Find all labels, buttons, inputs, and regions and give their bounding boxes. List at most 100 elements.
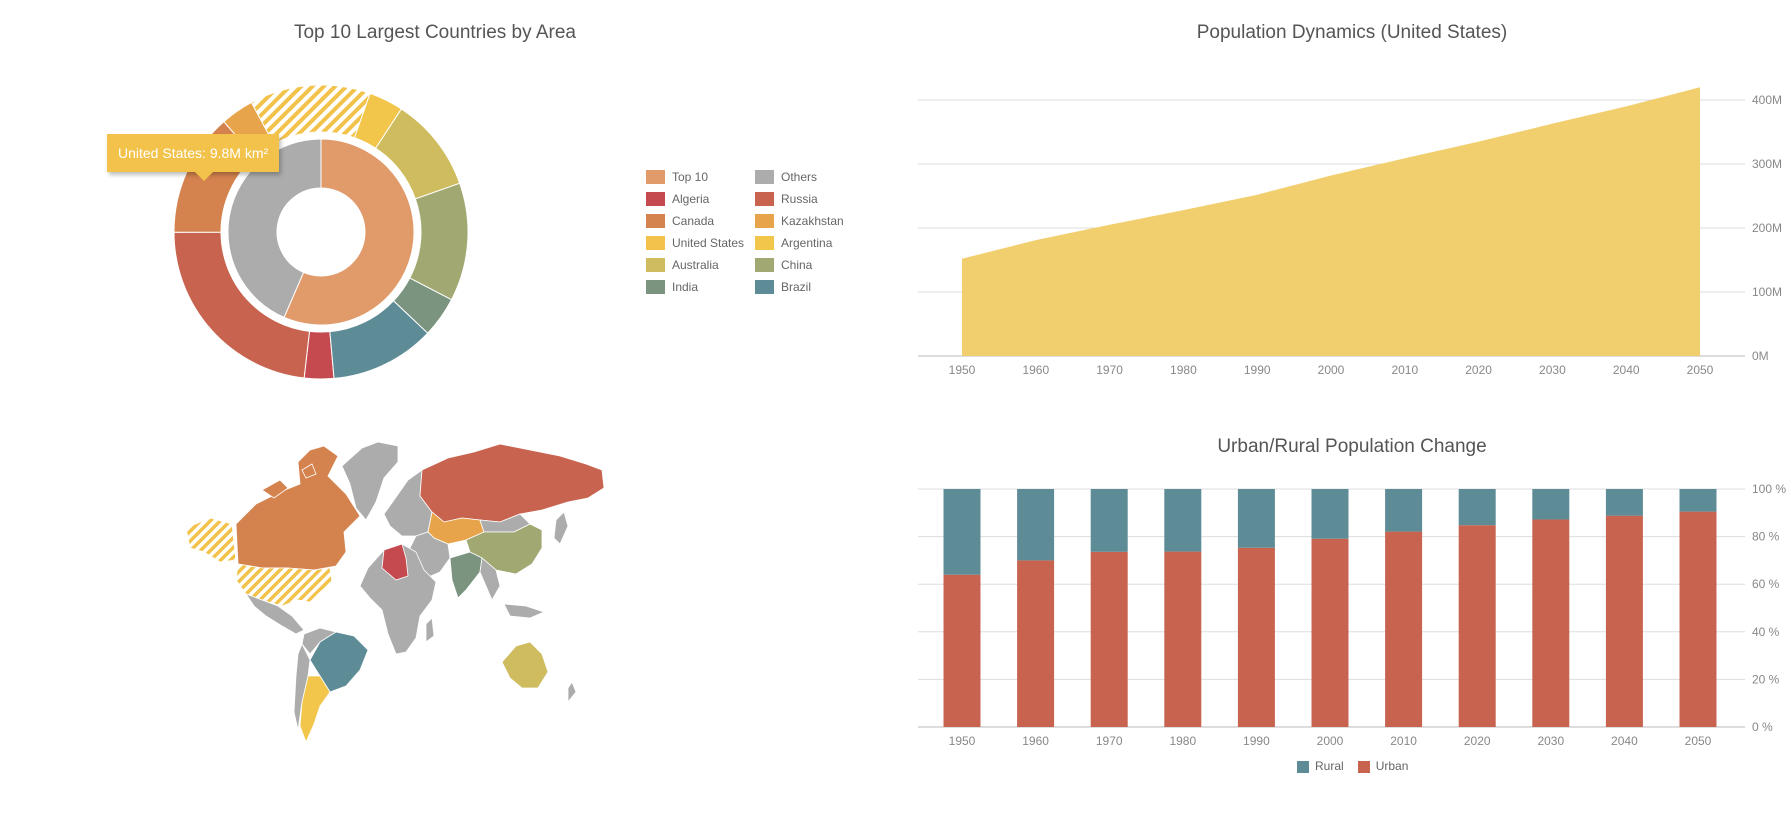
legend-item-australia[interactable]: Australia (646, 258, 719, 272)
map-country-mexico[interactable] (244, 593, 305, 635)
legend-item-india[interactable]: India (646, 280, 698, 294)
stacked-bar-chart[interactable]: 0 % 20 % 40 % 60 % 80 % 100 % 1950 1960 1970 198… (900, 400, 1786, 760)
map-country-australia[interactable] (501, 641, 549, 689)
bar-urban-2000[interactable] (1311, 538, 1349, 727)
legend-item-algeria[interactable]: Algeria (646, 192, 709, 206)
area-x-tick-label: 1980 (1170, 363, 1197, 377)
bar-legend-label: Urban (1375, 759, 1409, 773)
map-country-algeria[interactable] (381, 543, 409, 581)
bar-rural-2030[interactable] (1532, 489, 1570, 520)
outer-slice-brazil[interactable] (329, 300, 429, 379)
area-chart[interactable]: 0M 100M 200M 300M 400M 1950 1960 1970 1980 1990 2… (900, 0, 1786, 400)
map-country-alaska[interactable] (185, 517, 237, 563)
legend-label: Canada (672, 214, 715, 228)
bar-urban-2030[interactable] (1532, 519, 1570, 727)
bar-urban-1980[interactable] (1164, 551, 1202, 727)
map-country-madagascar[interactable] (425, 617, 435, 643)
bar-urban-2040[interactable] (1605, 515, 1643, 727)
map-country-russia[interactable] (419, 443, 605, 523)
bar-rural-1960[interactable] (1017, 489, 1055, 561)
map-country-japan[interactable] (553, 511, 569, 545)
area-x-tick-label: 1960 (1022, 363, 1049, 377)
legend-label: China (781, 258, 813, 272)
area-x-tick-label: 2050 (1687, 363, 1714, 377)
bar-chart-bars[interactable] (943, 489, 1717, 727)
map-country-africa[interactable] (359, 543, 437, 655)
area-x-tick-label: 2040 (1613, 363, 1640, 377)
legend-swatch (646, 170, 665, 184)
legend-swatch (646, 192, 665, 206)
bar-y-tick-label: 0 % (1752, 720, 1773, 734)
bar-urban-1970[interactable] (1090, 551, 1128, 727)
bar-rural-1990[interactable] (1237, 489, 1275, 548)
area-y-tick-label: 100M (1752, 285, 1782, 299)
legend-item-china[interactable]: China (755, 258, 812, 272)
bar-rural-2020[interactable] (1458, 489, 1496, 526)
bar-x-tick-label: 2050 (1685, 734, 1712, 748)
bar-urban-1950[interactable] (943, 574, 981, 727)
bar-x-tick-label: 2030 (1537, 734, 1564, 748)
legend-item-argentina[interactable]: Argentina (755, 236, 832, 250)
donut-chart[interactable] (0, 0, 900, 400)
legend-label: Brazil (781, 280, 812, 294)
bar-rural-1970[interactable] (1090, 489, 1128, 552)
area-y-tick-label: 400M (1752, 93, 1782, 107)
area-x-tick-label: 2020 (1465, 363, 1492, 377)
donut-outer-ring[interactable] (173, 84, 469, 380)
bar-x-tick-label: 1950 (949, 734, 976, 748)
bar-rural-1980[interactable] (1164, 489, 1202, 552)
legend-item-brazil[interactable]: Brazil (755, 280, 811, 294)
legend-item-others[interactable]: Others (755, 170, 817, 184)
legend-item-united-states[interactable]: United States (646, 236, 744, 250)
area-chart-title: Population Dynamics (United States) (1196, 22, 1508, 43)
area-x-tick-label: 2010 (1391, 363, 1418, 377)
bar-legend-swatch (1357, 760, 1370, 773)
map-country-canada[interactable] (235, 445, 361, 571)
legend-item-canada[interactable]: Canada (646, 214, 714, 228)
legend-item-russia[interactable]: Russia (755, 192, 818, 206)
bar-x-tick-label: 2000 (1317, 734, 1344, 748)
bar-legend-label: Rural (1315, 759, 1344, 773)
bar-y-tick-label: 20 % (1752, 672, 1780, 686)
map-country-southeast-asia[interactable] (479, 557, 546, 619)
area-x-tick-label: 2030 (1539, 363, 1566, 377)
bar-rural-2010[interactable] (1385, 489, 1423, 532)
area-series-population[interactable] (962, 87, 1700, 356)
area-y-tick-label: 300M (1752, 157, 1782, 171)
donut-inner-ring[interactable] (227, 138, 415, 326)
inner-slice-others[interactable] (227, 138, 322, 319)
bar-urban-2050[interactable] (1679, 511, 1717, 727)
bar-urban-2010[interactable] (1385, 531, 1423, 727)
map-country-brazil[interactable] (309, 631, 369, 693)
bar-x-tick-label: 2010 (1390, 734, 1417, 748)
bar-urban-1990[interactable] (1237, 547, 1275, 727)
bar-y-tick-label: 80 % (1752, 530, 1780, 544)
chart-tooltip: United States: 9.8M km² (107, 134, 280, 181)
legend-swatch (755, 214, 774, 228)
bar-x-tick-label: 1960 (1022, 734, 1049, 748)
bar-y-tick-label: 40 % (1752, 625, 1780, 639)
map-country-canada-islands[interactable] (261, 463, 317, 499)
bar-urban-2020[interactable] (1458, 525, 1496, 727)
map-country-greenland[interactable] (341, 441, 399, 521)
legend-label: Australia (672, 258, 719, 272)
legend-item-kazakhstan[interactable]: Kazakhstan (755, 214, 844, 228)
bar-legend-item-urban[interactable]: Urban (1357, 759, 1409, 773)
bar-x-tick-label: 2020 (1464, 734, 1491, 748)
bar-rural-2050[interactable] (1679, 489, 1717, 512)
inner-slice-top-10[interactable] (283, 138, 415, 326)
legend-swatch (755, 280, 774, 294)
map-country-chile[interactable] (293, 643, 311, 731)
bar-rural-2000[interactable] (1311, 489, 1349, 539)
world-map[interactable] (170, 440, 670, 750)
legend-item-top-10[interactable]: Top 10 (646, 170, 708, 184)
map-country-argentina[interactable] (299, 675, 331, 744)
bar-chart-title: Urban/Rural Population Change (1217, 436, 1487, 457)
map-country-new-zealand[interactable] (567, 681, 577, 704)
bar-legend-item-rural[interactable]: Rural (1297, 759, 1344, 773)
map-country-india[interactable] (449, 551, 483, 599)
tooltip-text: United States: 9.8M km² (118, 145, 269, 161)
bar-urban-1960[interactable] (1017, 560, 1055, 727)
bar-rural-1950[interactable] (943, 489, 981, 575)
bar-rural-2040[interactable] (1605, 489, 1643, 516)
